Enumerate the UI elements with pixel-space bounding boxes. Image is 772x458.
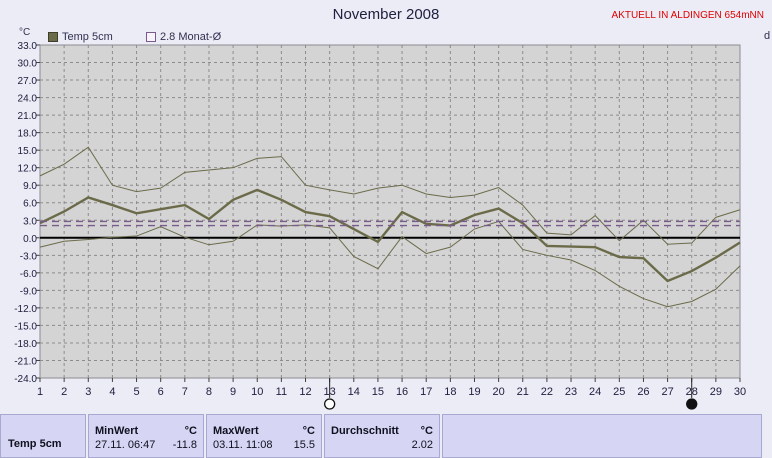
x-tick-label: 29 <box>710 386 722 398</box>
stats-label-panel <box>0 414 86 458</box>
max-time: 03.11. 11:08 <box>213 439 273 451</box>
x-tick-label: 22 <box>541 386 553 398</box>
y-tick-label: 24.0 <box>18 94 38 105</box>
average-panel: Durchschnitt °C 2.02 <box>324 414 440 458</box>
y-tick-label: -24.0 <box>14 374 37 385</box>
x-tick-label: 4 <box>109 386 115 398</box>
x-tick-label: 19 <box>468 386 480 398</box>
min-unit: °C <box>184 425 197 437</box>
x-tick-label: 18 <box>444 386 456 398</box>
y-tick-label: 27.0 <box>18 76 38 87</box>
y-tick-label: 33.0 <box>18 41 38 52</box>
x-tick-label: 15 <box>372 386 384 398</box>
x-tick-label: 20 <box>492 386 504 398</box>
y-tick-label: 9.0 <box>23 181 37 192</box>
series-line <box>39 146 741 245</box>
series-line <box>39 220 741 308</box>
legend-average-swatch <box>146 32 156 42</box>
y-tick-label: -3.0 <box>20 251 38 262</box>
y-tick-label: 30.0 <box>18 59 38 70</box>
x-tick-label: 9 <box>230 386 236 398</box>
legend-average-label: 2.8 Monat-Ø <box>160 31 222 43</box>
y-tick-label: -9.0 <box>20 286 38 297</box>
x-tick-label: 21 <box>517 386 529 398</box>
y-tick-label: 3.0 <box>23 216 37 227</box>
x-tick-label: 6 <box>158 386 164 398</box>
max-heading: MaxWert <box>213 425 259 437</box>
right-axis-unit: d <box>764 30 771 42</box>
x-tick-label: 8 <box>206 386 212 398</box>
temperature-chart: 33.030.027.024.021.018.015.012.09.06.03.… <box>14 41 746 410</box>
min-value: -11.8 <box>172 439 197 451</box>
x-tick-label: 23 <box>565 386 577 398</box>
y-tick-label: 0.0 <box>23 234 37 245</box>
y-tick-label: 15.0 <box>18 146 38 157</box>
min-time: 27.11. 06:47 <box>95 439 156 451</box>
series-line <box>39 188 741 283</box>
x-tick-label: 1 <box>37 386 43 398</box>
stats-row-label: Temp 5cm <box>8 438 62 450</box>
x-tick-label: 26 <box>637 386 649 398</box>
x-tick-label: 17 <box>420 386 432 398</box>
max-value: 15.5 <box>293 439 315 451</box>
x-tick-label: 24 <box>589 386 601 398</box>
x-tick-label: 7 <box>182 386 188 398</box>
legend-temp: Temp 5cm <box>48 31 113 43</box>
x-tick-label: 2 <box>61 386 67 398</box>
x-tick-label: 25 <box>613 386 625 398</box>
y-tick-label: 18.0 <box>18 129 38 140</box>
x-tick-label: 30 <box>734 386 746 398</box>
x-tick-label: 10 <box>251 386 263 398</box>
x-tick-label: 11 <box>276 386 287 398</box>
average-value: 2.02 <box>411 439 433 451</box>
x-tick-label: 3 <box>85 386 91 398</box>
new-moon-icon <box>324 398 336 410</box>
y-tick-label: 12.0 <box>18 164 38 175</box>
x-tick-label: 14 <box>348 386 360 398</box>
station-label: AKTUELL IN ALDINGEN 654mNN <box>611 10 764 21</box>
x-tick-label: 27 <box>661 386 673 398</box>
stats-empty-panel <box>442 414 762 458</box>
x-tick-label: 5 <box>133 386 139 398</box>
y-tick-label: -21.0 <box>14 356 37 367</box>
average-unit: °C <box>420 425 433 437</box>
min-heading: MinWert <box>95 425 139 437</box>
x-tick-label: 12 <box>299 386 311 398</box>
y-tick-label: -18.0 <box>14 339 37 350</box>
full-moon-icon <box>686 398 698 410</box>
average-heading: Durchschnitt <box>331 425 399 437</box>
y-tick-label: 21.0 <box>18 111 38 122</box>
x-tick-label: 16 <box>396 386 408 398</box>
y-tick-label: 6.0 <box>23 199 37 210</box>
legend-temp-swatch <box>48 32 58 42</box>
legend-temp-label: Temp 5cm <box>62 31 113 43</box>
chart-title: November 2008 <box>332 6 440 23</box>
max-unit: °C <box>302 425 315 437</box>
y-axis-unit: °C <box>19 27 31 38</box>
legend-average: 2.8 Monat-Ø <box>146 31 221 43</box>
min-panel: MinWert °C 27.11. 06:47 -11.8 <box>88 414 204 458</box>
plot-area <box>39 44 741 379</box>
max-panel: MaxWert °C 03.11. 11:08 15.5 <box>206 414 322 458</box>
y-tick-label: -15.0 <box>14 321 37 332</box>
y-tick-label: -12.0 <box>14 304 37 315</box>
y-tick-label: -6.0 <box>20 269 38 280</box>
